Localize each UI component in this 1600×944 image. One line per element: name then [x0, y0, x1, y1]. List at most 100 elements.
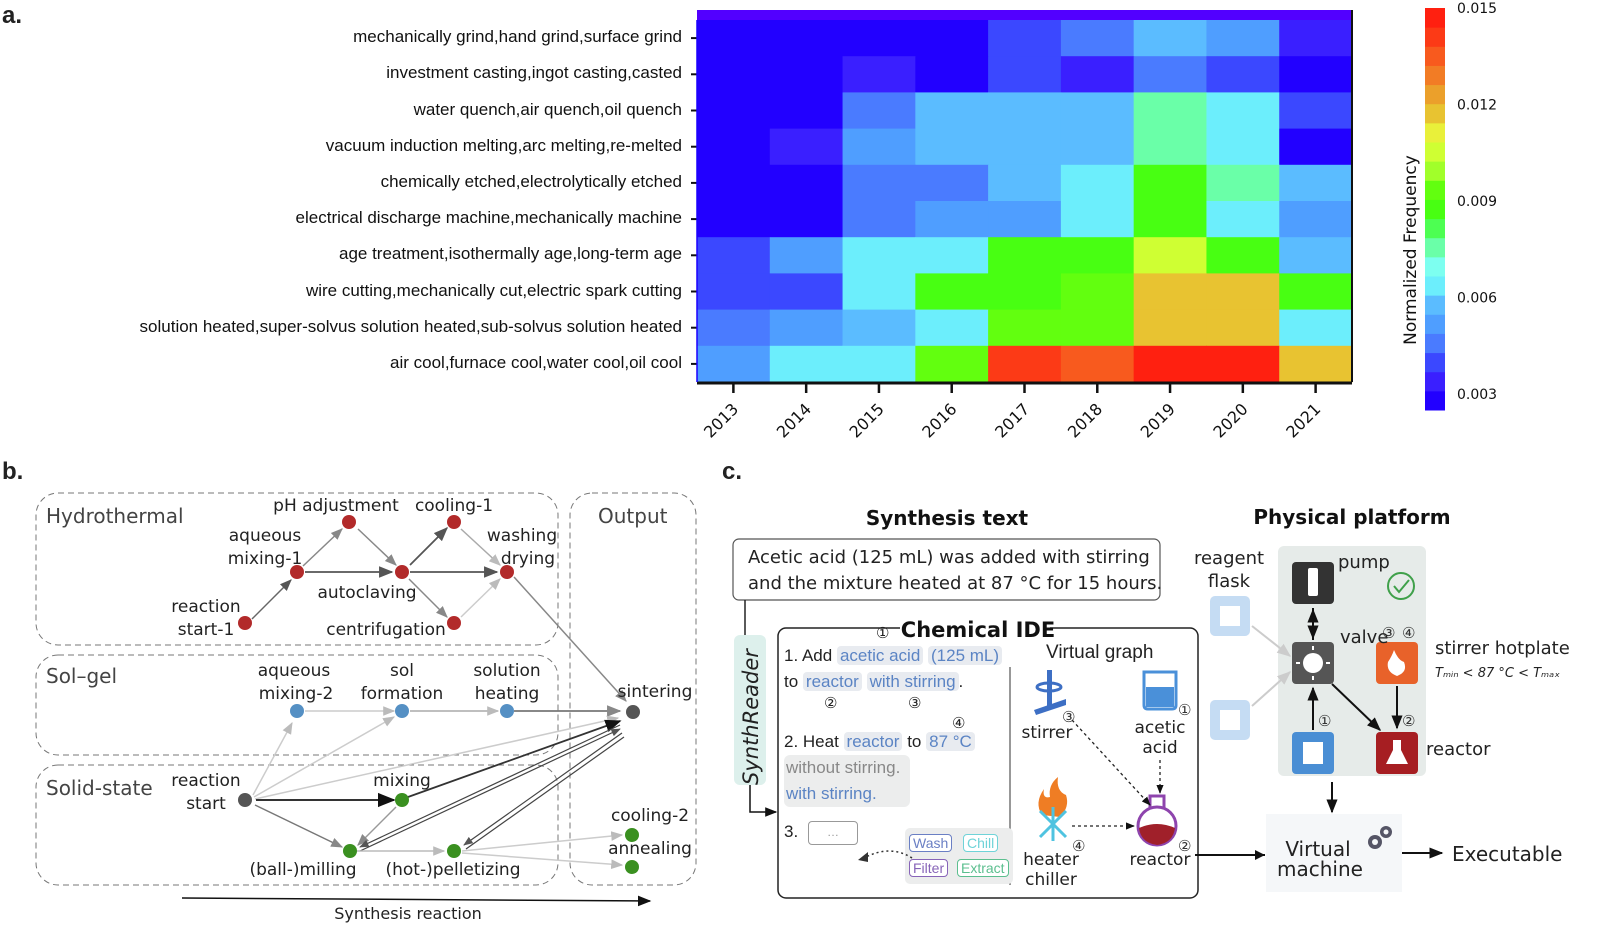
colorbar-band: [1425, 161, 1445, 181]
node-mixing: [395, 793, 409, 807]
action-filter-button[interactable]: Filter: [909, 859, 949, 877]
node-cooling-2: [625, 828, 639, 842]
virtual-graph: ③ ① ④ ② stirrer acetic acid heater chill…: [1022, 670, 1191, 890]
colorbar-tick-label: 0.006: [1457, 290, 1497, 306]
y-tick-label: chemically etched,electrolytically etche…: [380, 171, 682, 191]
heatmap-cell: [915, 273, 989, 311]
token-with-stirring[interactable]: with stirring: [866, 672, 959, 691]
heatmap-cell: [988, 237, 1062, 274]
step2-to: to: [907, 732, 922, 751]
action-chill-button[interactable]: Chill: [963, 834, 999, 852]
action-wash-button[interactable]: Wash: [909, 834, 953, 852]
edge: [357, 806, 397, 846]
step3-placeholder-input[interactable]: …: [808, 821, 858, 845]
vgraph-label-heater: heater: [1023, 850, 1079, 870]
step2-prefix: 2. Heat: [784, 732, 839, 751]
heatmap-cell: [988, 92, 1062, 130]
virtual-machine-box: [1266, 814, 1402, 892]
mark-2: ②: [824, 695, 838, 712]
mark-1-platform: ①: [1318, 712, 1331, 730]
label-reaction-start-1-l1: reaction: [171, 597, 240, 617]
edge: [461, 852, 624, 869]
beaker-icon: [1142, 670, 1178, 711]
y-tick-label: vacuum induction melting,arc melting,re-…: [325, 135, 682, 155]
heatmap-cell: [697, 128, 771, 166]
heatmap-cell: [1060, 20, 1135, 57]
node-annealing: [625, 860, 639, 874]
label-sol-formation-l1: sol: [390, 661, 414, 681]
node-hot-pelletizing: [447, 844, 461, 858]
colorbar-band: [1425, 46, 1445, 66]
heatmap-cell: [697, 164, 771, 202]
colorbar-band: [1425, 314, 1445, 334]
synthreader-arrow: [749, 785, 778, 817]
edge: [253, 716, 396, 798]
token-acetic-acid[interactable]: acetic acid: [836, 646, 924, 665]
heatmap-cell: [842, 201, 916, 238]
heatmap-cell: [1060, 92, 1135, 130]
node-sol-formation: [395, 704, 409, 718]
label-aqueous-mixing-2-l2: mixing-2: [259, 684, 334, 704]
colorbar-band: [1425, 103, 1445, 124]
edge: [359, 728, 621, 852]
label-sintering: sintering: [618, 682, 693, 702]
vgraph-label-acid-l2: acid: [1142, 738, 1177, 758]
token-temperature[interactable]: 87 °C: [926, 732, 975, 751]
node-autoclaving: [395, 565, 409, 579]
label-aqueous-mixing-1-l2: mixing-1: [228, 549, 303, 569]
label-temp-constraint: Tₘᵢₙ < 87 °C < Tₘₐₓ: [1435, 666, 1560, 681]
group-label-output: Output: [598, 504, 668, 528]
label-reaction-start-1-l2: start-1: [178, 620, 235, 640]
heatmap-cell: [697, 56, 771, 93]
token-reactor-2[interactable]: reactor: [843, 732, 903, 751]
heatmap-cell: [915, 92, 989, 130]
label-reaction-start-l1: reaction: [171, 771, 240, 791]
chemical-ide-title: Chemical IDE: [901, 618, 1055, 642]
action-extract-button[interactable]: Extract: [957, 859, 1009, 877]
y-tick-label: wire cutting,mechanically cut,electric s…: [305, 280, 682, 300]
node-centrifugation: [447, 616, 461, 630]
x-tick-label: 2016: [918, 399, 960, 441]
x-tick-label: 2013: [700, 399, 742, 441]
label-reaction-start-l2: start: [186, 794, 226, 814]
label-solution-heating-l2: heating: [475, 684, 540, 704]
colorbar-tick-label: 0.015: [1457, 1, 1497, 17]
option-with-stirring[interactable]: with stirring.: [786, 784, 877, 803]
token-reactor[interactable]: reactor: [802, 672, 862, 691]
option-without-stirring[interactable]: without stirring.: [786, 758, 901, 777]
heatmap-cell: [1206, 20, 1280, 57]
label-hot-pelletizing: (hot-)pelletizing: [386, 860, 521, 880]
label-reactor: reactor: [1426, 739, 1491, 760]
heatmap-cell: [697, 20, 771, 57]
colorbar-band: [1425, 27, 1445, 47]
heatmap-cell: [769, 201, 844, 238]
edge: [460, 578, 501, 618]
node-cooling-1: [447, 515, 461, 529]
y-tick-label: air cool,furnace cool,water cool,oil coo…: [390, 352, 682, 372]
heatmap-cell: [1279, 201, 1353, 238]
group-box-solgel: [35, 654, 559, 756]
synthesis-graph: Hydrothermal Sol–gel Solid-state Output: [35, 492, 697, 923]
heatmap-cell: [1060, 201, 1135, 238]
vgraph-mark-3: ③: [1062, 708, 1075, 726]
heatmap-cell: [1279, 309, 1353, 347]
token-volume[interactable]: (125 mL): [928, 646, 1003, 665]
label-washing: washing: [487, 526, 557, 546]
heatmap-cell: [769, 309, 844, 347]
heatmap-cell: [1060, 273, 1135, 311]
label-executable: Executable: [1452, 842, 1563, 866]
heatmap-partial-row: [697, 10, 1352, 20]
edge: [407, 719, 622, 798]
mark-4-platform: ④: [1402, 624, 1415, 642]
node-aqueous-mixing-2: [290, 704, 304, 718]
heatmap-cell: [1133, 201, 1207, 238]
group-box-hydrothermal: [35, 492, 559, 646]
x-tick-label: 2019: [1137, 399, 1179, 441]
node-aqueous-mixing-1: [290, 565, 304, 579]
heatmap-cell: [915, 237, 989, 274]
heatmap-cell: [769, 345, 844, 383]
heater-chiller-icon: [1038, 777, 1068, 841]
step1-to: to: [784, 672, 799, 691]
heatmap-cell: [769, 20, 844, 57]
edge: [461, 831, 624, 852]
